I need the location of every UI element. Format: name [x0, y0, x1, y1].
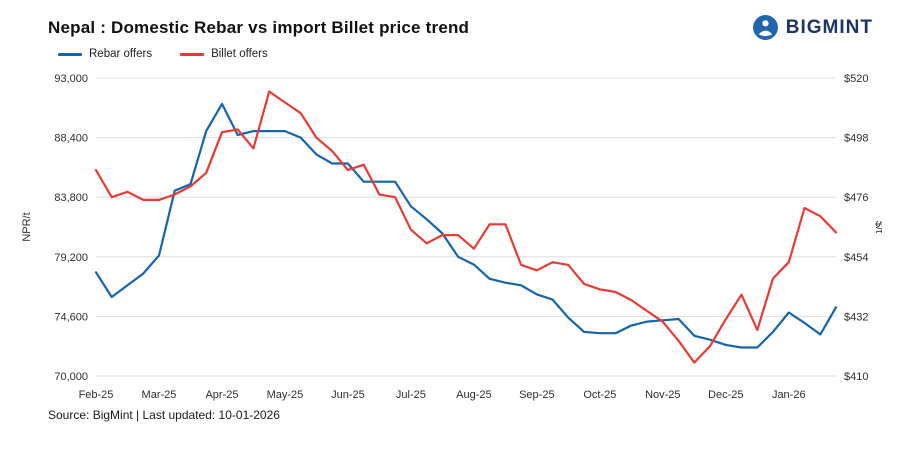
- chart-title: Nepal : Domestic Rebar vs import Billet …: [48, 18, 470, 37]
- price-trend-chart: 70,000 $410 74,600 $432 79,200 $454 83,800 $476…: [21, 73, 882, 401]
- svg-text:Feb-25: Feb-25: [79, 389, 114, 401]
- svg-text:Oct-25: Oct-25: [583, 389, 616, 401]
- svg-text:May-25: May-25: [267, 389, 304, 401]
- legend-item-rebar[interactable]: Rebar offers: [58, 48, 152, 60]
- svg-text:Aug-25: Aug-25: [456, 389, 491, 401]
- rebar-line-swatch: [58, 52, 82, 56]
- legend-item-billet[interactable]: Billet offers: [180, 48, 268, 60]
- svg-text:88,400: 88,400: [54, 133, 88, 145]
- svg-text:$410: $410: [844, 371, 868, 383]
- bigmint-logo-text: BIGMINT: [785, 16, 873, 38]
- svg-text:$498: $498: [844, 133, 868, 145]
- svg-text:$/t: $/t: [873, 221, 882, 233]
- svg-text:Sep-25: Sep-25: [519, 389, 554, 401]
- svg-text:Nov-25: Nov-25: [645, 389, 680, 401]
- svg-text:$476: $476: [844, 192, 868, 204]
- svg-text:74,600: 74,600: [54, 311, 88, 323]
- bigmint-logo: BIGMINT: [752, 14, 873, 41]
- svg-text:$520: $520: [844, 73, 868, 85]
- svg-text:Dec-25: Dec-25: [708, 389, 743, 401]
- svg-text:Jul-25: Jul-25: [396, 389, 426, 401]
- legend-label-billet: Billet offers: [211, 48, 268, 60]
- svg-text:Mar-25: Mar-25: [142, 389, 177, 401]
- svg-text:$454: $454: [844, 252, 868, 264]
- chart-legend: Rebar offers Billet offers: [58, 48, 887, 60]
- legend-label-rebar: Rebar offers: [89, 48, 153, 60]
- bigmint-logo-icon: [752, 15, 778, 40]
- svg-text:Jan-26: Jan-26: [772, 389, 806, 401]
- svg-text:83,800: 83,800: [54, 192, 88, 204]
- svg-text:NPR/t: NPR/t: [21, 212, 33, 241]
- svg-text:79,200: 79,200: [54, 252, 88, 264]
- source-note: Source: BigMint | Last updated: 10-01-20…: [48, 408, 280, 422]
- svg-text:Apr-25: Apr-25: [205, 389, 238, 401]
- svg-text:70,000: 70,000: [54, 371, 88, 383]
- svg-text:93,000: 93,000: [54, 73, 88, 85]
- svg-text:Jun-25: Jun-25: [331, 389, 365, 401]
- svg-text:$432: $432: [844, 311, 868, 323]
- billet-line-swatch: [180, 52, 205, 56]
